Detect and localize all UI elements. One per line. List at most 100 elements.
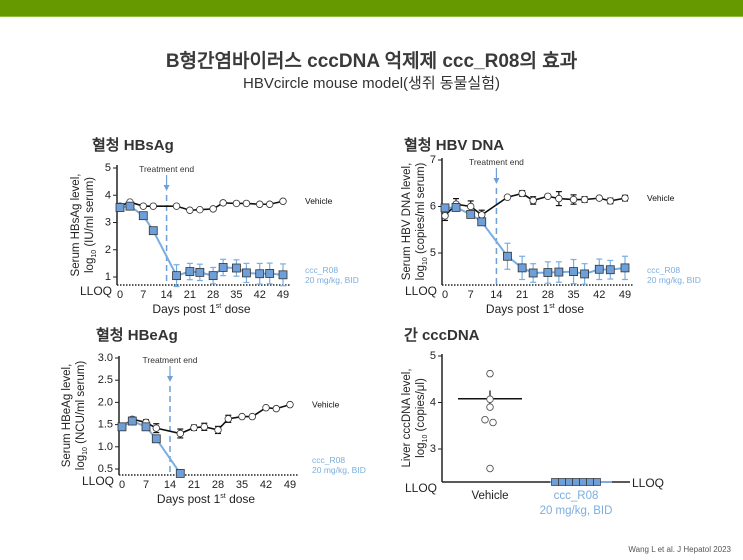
data-point-treated	[265, 269, 275, 278]
data-point-treated	[232, 263, 241, 273]
data-point-vehicle	[238, 412, 246, 421]
x-tick-label: 49	[277, 289, 289, 301]
data-point-vehicle	[441, 212, 449, 220]
series-line-treated	[121, 419, 182, 475]
panel-title-hbeag: 혈청 HBeAg	[96, 327, 178, 344]
y-label-rest: (copies/μl)	[415, 378, 427, 435]
lloq-label: LLOQ	[405, 284, 437, 298]
y-label-log: log	[75, 455, 87, 470]
x-label-sup: st	[220, 493, 226, 500]
x-tick-label: 35	[230, 289, 242, 301]
panel-title-hbvdna: 혈청 HBV DNA	[404, 137, 505, 154]
x-label-main: Days post 1	[486, 302, 550, 316]
category-label-vehicle: Vehicle	[471, 490, 508, 502]
x-label-main: Days post 1	[157, 492, 221, 506]
legend-vehicle: Vehicle	[305, 196, 333, 206]
x-tick-label: 7	[468, 289, 474, 301]
panel-title-hbsag: 혈청 HBsAg	[92, 137, 174, 154]
data-point-treated	[138, 211, 148, 221]
data-point-vehicle	[214, 426, 222, 434]
x-label-end: dose	[226, 492, 256, 506]
y-label-sub: 10	[91, 250, 98, 258]
data-point-vehicle	[555, 194, 563, 203]
data-point-vehicle	[200, 423, 208, 431]
data-point-vehicle	[262, 404, 270, 412]
data-point-treated	[503, 251, 512, 261]
data-point-treated	[543, 268, 553, 277]
arrow-head-icon	[167, 376, 173, 382]
data-point-treated	[477, 217, 487, 227]
treatment-end-annotation: Treatment end	[469, 157, 524, 167]
x-tick-label: 14	[160, 289, 172, 301]
data-point-treated	[594, 264, 604, 274]
legend-treated-dose: 20 mg/kg, BID	[312, 465, 366, 475]
y-axis-label: Liver cccDNA level, log10 (copies/μl)	[401, 368, 429, 467]
x-tick-label: 28	[207, 289, 219, 301]
x-axis-label: Days post 1st dose	[486, 302, 585, 316]
y-tick-label: 3.0	[98, 352, 113, 364]
y-tick-label: 3	[430, 443, 436, 455]
data-point-vehicle	[265, 200, 274, 208]
data-point-treated	[148, 226, 158, 236]
x-tick-label: 0	[119, 479, 125, 491]
y-tick-label: 1.5	[98, 419, 113, 431]
data-point-treated	[558, 478, 566, 486]
x-label-sup: st	[549, 303, 555, 310]
y-label-line1: Serum HBeAg level,	[61, 364, 73, 468]
data-point-vehicle	[219, 199, 227, 207]
y-tick-label: 5	[430, 350, 436, 362]
x-tick-label: 7	[140, 289, 146, 301]
data-point-treated	[242, 268, 251, 278]
arrow-head-icon	[163, 185, 170, 191]
data-point-vehicle	[503, 193, 512, 201]
data-point-vehicle	[196, 205, 204, 214]
data-point-vehicle	[248, 412, 256, 421]
legend-treated-dose: 20 mg/kg, BID	[647, 275, 701, 285]
treatment-end-annotation: Treatment end	[139, 164, 194, 174]
y-label-sub: 10	[82, 447, 89, 455]
y-tick-label: 4	[430, 397, 436, 409]
y-label-rest: (IU/ml serum)	[84, 177, 96, 250]
data-point-vehicle	[544, 192, 552, 200]
x-axis-label: Days post 1st dose	[157, 492, 256, 506]
x-tick-label: 14	[164, 479, 176, 491]
data-point-vehicle	[232, 199, 241, 208]
data-point-vehicle	[529, 196, 537, 205]
data-point-treated	[278, 270, 288, 280]
data-point-vehicle	[486, 369, 494, 378]
arrow-head-icon	[493, 178, 500, 184]
chart-3: 3 4 5 LLOQ Liver cccDNA level, log10 (copies/…	[401, 350, 664, 517]
y-tick-label: 7	[430, 154, 436, 166]
category-label-dose: 20 mg/kg, BID	[540, 505, 613, 517]
data-point-treated	[440, 203, 450, 213]
y-label-log: log	[84, 258, 96, 273]
data-point-vehicle	[486, 403, 494, 411]
y-label-line1: Serum HBV DNA level,	[401, 163, 413, 281]
x-tick-label: 49	[619, 289, 631, 301]
y-tick-label: 2.0	[98, 396, 113, 408]
y-label-line1: Liver cccDNA level,	[401, 368, 413, 467]
data-point-vehicle	[190, 424, 198, 432]
data-point-treated	[605, 265, 615, 275]
data-point-vehicle	[486, 464, 494, 473]
y-tick-label: 5	[430, 247, 436, 259]
data-point-vehicle	[224, 415, 232, 423]
x-tick-label: 0	[117, 289, 123, 301]
y-tick-label: 3	[105, 217, 111, 229]
legend-treated: ccc_R08	[305, 265, 338, 275]
slide-title: B형간염바이러스 cccDNA 억제제 ccc_R08의 효과	[165, 51, 578, 72]
data-point-vehicle	[606, 197, 615, 205]
x-axis-label: Days post 1st dose	[152, 302, 251, 316]
data-point-treated	[517, 263, 527, 273]
data-point-treated	[620, 263, 630, 273]
data-point-vehicle	[467, 202, 475, 211]
y-label-log: log	[415, 265, 427, 280]
data-point-vehicle	[152, 424, 160, 432]
data-point-vehicle	[595, 194, 603, 202]
legend-vehicle: Vehicle	[312, 400, 340, 410]
data-point-vehicle	[149, 202, 157, 210]
data-point-treated	[593, 478, 601, 486]
slide-subtitle: HBVcircle mouse model(생쥐 동물실험)	[242, 75, 500, 92]
